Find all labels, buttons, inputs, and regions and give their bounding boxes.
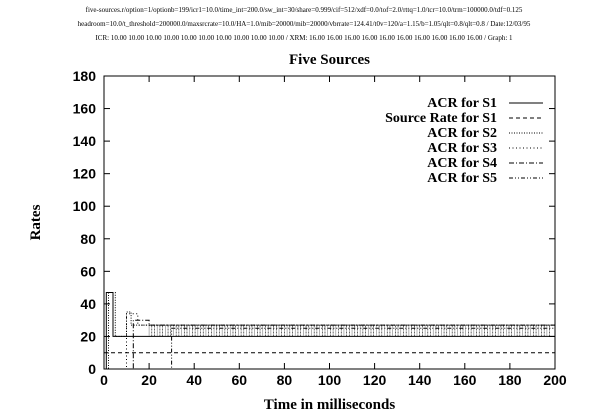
legend-label-5: ACR for S4 <box>427 156 497 171</box>
legend-label-6: ACR for S5 <box>427 171 497 186</box>
x-axis-label: Time in milliseconds <box>264 397 396 413</box>
x-tick-label: 180 <box>498 372 522 388</box>
legend-label-3: ACR for S2 <box>427 126 497 141</box>
y-tick-label: 100 <box>73 198 97 214</box>
y-tick-label: 140 <box>73 133 97 149</box>
series-line-6 <box>104 327 555 370</box>
y-tick-label: 60 <box>80 263 96 279</box>
x-tick-label: 140 <box>408 372 432 388</box>
series-line-3 <box>104 292 555 370</box>
header-line-1: five-sources.r/option=1/optionb=199/icr1… <box>85 6 523 14</box>
x-tick-label: 160 <box>453 372 477 388</box>
header-line-3: ICR: 10.00 10.00 10.00 10.00 10.00 10.00… <box>95 34 513 42</box>
x-tick-label: 200 <box>543 372 567 388</box>
y-tick-label: 180 <box>73 68 97 84</box>
x-tick-label: 120 <box>363 372 387 388</box>
y-tick-label: 120 <box>73 166 97 182</box>
y-tick-label: 80 <box>80 231 96 247</box>
y-tick-label: 0 <box>88 361 96 377</box>
legend-label-4: ACR for S3 <box>427 141 497 156</box>
x-tick-label: 0 <box>100 372 108 388</box>
y-tick-label: 40 <box>80 296 96 312</box>
x-tick-label: 100 <box>318 372 342 388</box>
x-tick-label: 60 <box>232 372 248 388</box>
x-tick-label: 80 <box>277 372 293 388</box>
header-line-2: headroom=10.0/t_threshold=200000.0/maxsr… <box>77 20 531 28</box>
x-tick-label: 20 <box>141 372 157 388</box>
legend-label-1: ACR for S1 <box>427 96 497 111</box>
y-tick-label: 160 <box>73 101 97 117</box>
chart-title: Five Sources <box>289 52 370 68</box>
y-axis-label: Rates <box>28 204 44 240</box>
y-tick-label: 20 <box>80 328 96 344</box>
legend-label-2: Source Rate for S1 <box>385 111 497 126</box>
x-tick-label: 40 <box>186 372 202 388</box>
